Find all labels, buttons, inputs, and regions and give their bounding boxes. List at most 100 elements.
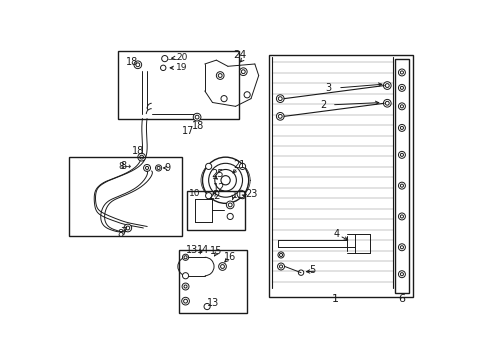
Circle shape [298, 270, 303, 275]
Circle shape [145, 166, 148, 170]
Circle shape [385, 84, 388, 87]
Circle shape [276, 95, 284, 103]
Circle shape [241, 70, 244, 73]
Circle shape [239, 163, 245, 170]
Circle shape [400, 215, 403, 218]
Circle shape [155, 165, 162, 171]
Text: 9: 9 [164, 163, 170, 173]
Circle shape [221, 176, 230, 185]
Circle shape [143, 165, 150, 171]
Circle shape [239, 68, 246, 76]
Circle shape [123, 224, 131, 232]
Circle shape [398, 213, 405, 220]
Text: 13: 13 [207, 298, 219, 309]
Circle shape [383, 82, 390, 89]
Circle shape [400, 184, 403, 187]
Text: 20: 20 [176, 53, 187, 62]
Circle shape [182, 273, 188, 279]
Bar [179, 249, 246, 313]
Circle shape [218, 73, 222, 77]
Circle shape [162, 55, 167, 62]
Circle shape [398, 84, 405, 91]
Text: 18: 18 [125, 58, 138, 67]
Circle shape [400, 153, 403, 156]
Circle shape [400, 71, 403, 74]
Circle shape [385, 101, 388, 105]
Circle shape [134, 61, 142, 69]
Circle shape [183, 299, 187, 303]
Text: 8→: 8→ [118, 162, 131, 171]
Circle shape [138, 153, 145, 161]
Text: 6: 6 [398, 294, 405, 304]
Circle shape [203, 303, 210, 310]
Text: 19: 19 [176, 63, 187, 72]
Circle shape [278, 114, 282, 118]
Text: 23: 23 [244, 189, 257, 199]
Text: 21: 21 [233, 160, 245, 170]
Circle shape [202, 157, 248, 203]
Circle shape [279, 265, 282, 268]
Circle shape [279, 253, 282, 256]
Text: 16: 16 [224, 252, 236, 262]
Text: 17: 17 [182, 126, 194, 136]
Circle shape [398, 69, 405, 76]
Text: 8: 8 [118, 229, 123, 239]
Text: 2: 2 [320, 100, 326, 110]
Text: 12: 12 [212, 183, 224, 193]
Circle shape [125, 226, 129, 230]
Bar [187, 191, 244, 230]
Text: 1: 1 [331, 294, 339, 304]
Circle shape [140, 155, 143, 159]
Circle shape [182, 297, 189, 305]
Text: 18: 18 [131, 146, 143, 156]
Text: 7: 7 [120, 227, 127, 237]
Circle shape [400, 105, 403, 108]
Circle shape [220, 265, 224, 269]
Circle shape [398, 103, 405, 110]
Text: 3: 3 [325, 83, 331, 93]
Circle shape [276, 112, 284, 120]
Circle shape [183, 256, 187, 259]
Text: 25: 25 [211, 169, 224, 179]
Text: 11: 11 [231, 191, 243, 200]
Circle shape [383, 99, 390, 107]
Circle shape [221, 95, 226, 102]
Text: 22: 22 [208, 191, 221, 201]
Circle shape [278, 97, 282, 100]
Bar [394, 59, 408, 293]
Circle shape [208, 163, 242, 197]
Text: 5: 5 [308, 265, 314, 275]
Bar [68, 157, 182, 237]
Circle shape [237, 190, 244, 198]
Circle shape [182, 254, 188, 260]
Circle shape [195, 115, 199, 119]
Text: 13: 13 [185, 244, 197, 255]
Bar [268, 55, 412, 297]
Circle shape [183, 285, 187, 288]
Circle shape [400, 86, 403, 89]
Bar [118, 51, 239, 119]
Circle shape [239, 193, 245, 199]
Circle shape [277, 252, 284, 258]
Circle shape [182, 283, 189, 290]
Text: 15: 15 [210, 246, 222, 256]
Circle shape [400, 246, 403, 249]
Circle shape [400, 126, 403, 130]
Circle shape [398, 244, 405, 251]
Text: 10: 10 [188, 189, 200, 198]
Circle shape [214, 170, 236, 191]
Circle shape [226, 201, 234, 209]
Circle shape [218, 263, 226, 270]
Circle shape [398, 271, 405, 278]
Circle shape [160, 65, 165, 71]
Circle shape [398, 182, 405, 189]
Text: 18: 18 [191, 121, 203, 131]
Circle shape [277, 263, 284, 270]
Circle shape [157, 166, 160, 170]
Circle shape [136, 63, 140, 67]
Circle shape [226, 213, 233, 220]
Text: 14: 14 [197, 244, 209, 255]
Circle shape [205, 193, 211, 199]
Circle shape [205, 163, 211, 170]
Text: 4: 4 [333, 229, 339, 239]
